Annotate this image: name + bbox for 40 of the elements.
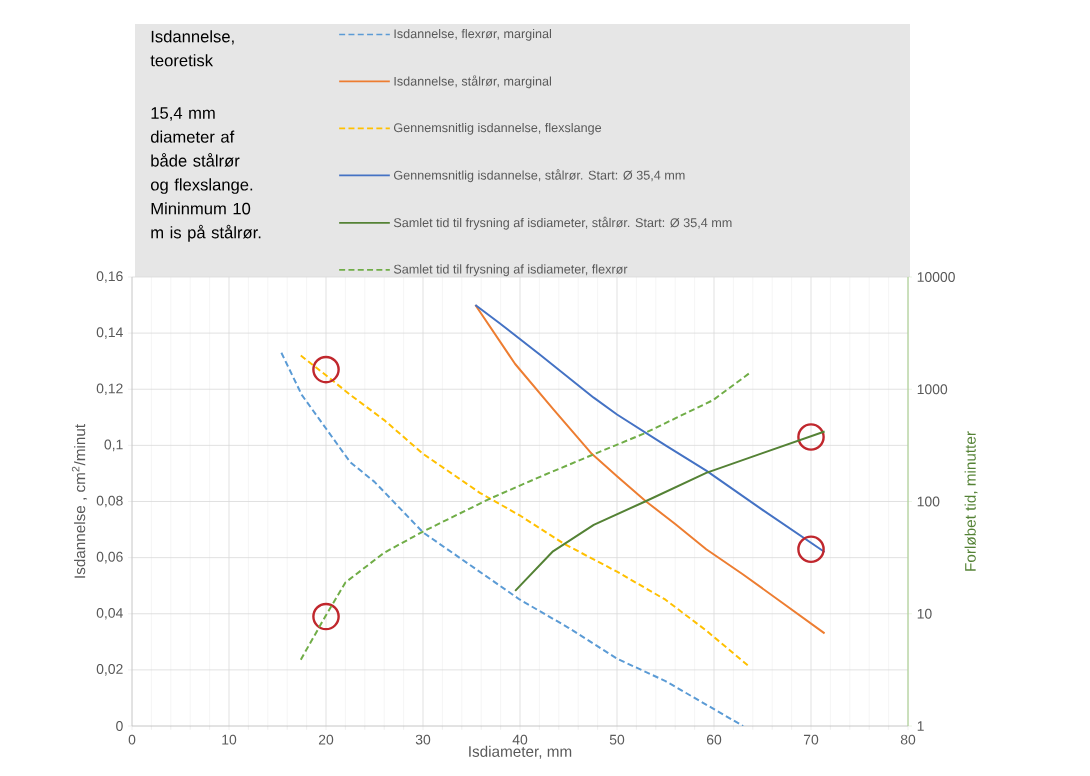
x-tick-label: 60 [706,734,722,745]
y-tick-label: 0,12 [96,383,123,396]
x-axis-title: Isdiameter, mm [469,745,572,759]
y2-tick-label: 1 [917,721,924,731]
y2-tick-label: 1000 [917,384,948,395]
point [797,535,825,564]
x-tick-label: 80 [900,734,916,745]
point [797,423,825,451]
y-tick-label: 0,1 [104,439,123,452]
point [312,355,340,384]
x-tick-label: 50 [609,734,625,745]
chart-title: Isdannelse, teoretisk [150,30,234,67]
y2-tick-label: 100 [917,496,940,507]
x-tick-label: 10 [222,734,237,745]
line-series [474,304,826,635]
y-tick-label: 0,06 [96,551,123,564]
text: 15,4 mm diameter af både stålrør og flexslange. Mininmum 10 m is på stålrør. [150,107,261,242]
x-tick-label: 0 [128,734,136,745]
y-axis-title: Isdannelse , cm$^{2}$/minut [71,424,88,578]
y-tick-label: 0 [116,721,123,731]
legend-label: Samlet tid til frysning af isdiameter, flexrør [393,264,628,277]
y2-tick-label: 10000 [917,272,955,282]
legend-label: Isdannelse, stålrør, marginal [394,75,551,89]
y-tick-label: 0,04 [96,608,123,620]
y-tick-label: 0,02 [96,664,123,676]
y-tick-label: 0,08 [96,495,123,508]
point [312,602,340,631]
x-tick-label: 30 [415,734,431,745]
legend-label: Samlet tid til frysning af isdiameter, stålrør. Start: Ø 35,4 mm [393,216,732,230]
y2-tick-label: 10 [917,608,932,619]
legend-label: Isdannelse, flexrør, marginal [394,28,551,41]
y-tick-label: 0,16 [96,271,123,283]
y2-axis-title: Forløbet tid, minutter [964,431,978,571]
legend-label: Gennemsnitlig isdannelse, stålrør. Start: Ø 35,4 mm [393,169,685,183]
line-series [514,430,826,592]
x-tick-label: 20 [318,734,334,745]
legend-label: Gennemsnitlig isdannelse, flexslange [393,122,602,135]
y-tick-label: 0,14 [96,327,123,339]
x-tick-label: 70 [803,734,819,745]
x-tick-label: 40 [512,734,528,745]
